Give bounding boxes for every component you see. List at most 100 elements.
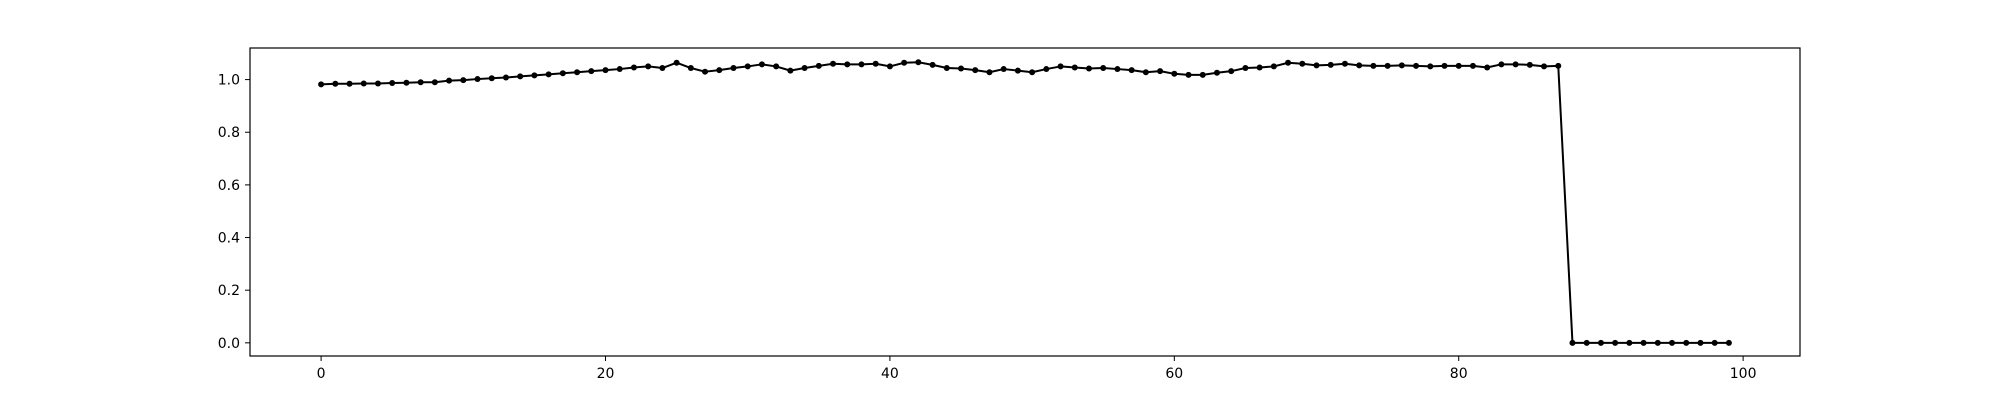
data-point	[1256, 64, 1263, 71]
data-point	[1569, 339, 1576, 346]
x-tick-label: 40	[881, 366, 899, 382]
data-point	[1640, 339, 1647, 346]
y-tick-label: 0.0	[218, 336, 240, 352]
data-point	[1313, 62, 1320, 69]
x-axis-ticks: 0 20 40 60 80 100	[317, 356, 1757, 382]
y-axis-ticks: 0.0 0.2 0.4 0.6 0.8 1.0	[218, 73, 250, 352]
data-point	[1597, 339, 1604, 346]
data-point	[1100, 65, 1107, 72]
data-point	[1270, 63, 1277, 70]
x-tick-label: 0	[317, 366, 326, 382]
data-point	[872, 60, 879, 67]
data-point	[1384, 62, 1391, 69]
data-point	[972, 67, 979, 74]
data-point	[1484, 64, 1491, 71]
data-point	[1128, 67, 1135, 74]
data-point	[1185, 71, 1192, 78]
data-point	[1242, 65, 1249, 72]
data-point	[1000, 66, 1007, 73]
data-point	[687, 65, 694, 72]
data-point	[1683, 339, 1690, 346]
data-point	[488, 75, 495, 82]
data-point	[929, 61, 936, 68]
data-point	[545, 71, 552, 78]
data-point	[1285, 59, 1292, 66]
data-point	[1157, 68, 1164, 75]
data-point	[1142, 69, 1149, 76]
data-point	[901, 59, 908, 66]
data-point	[1725, 339, 1732, 346]
data-point	[531, 72, 538, 79]
data-point	[815, 62, 822, 69]
x-tick-label: 100	[1730, 366, 1757, 382]
x-tick-label: 20	[597, 366, 615, 382]
data-point	[574, 69, 581, 76]
data-point	[318, 81, 325, 88]
data-point	[986, 69, 993, 76]
data-point	[431, 79, 438, 86]
data-point	[1071, 64, 1078, 71]
data-point	[1327, 61, 1334, 68]
data-point	[517, 73, 524, 80]
data-point	[1469, 62, 1476, 69]
data-point	[858, 61, 865, 68]
data-point	[1014, 67, 1021, 74]
data-point	[1413, 62, 1420, 69]
y-tick-label: 0.4	[218, 231, 240, 247]
data-point	[1213, 69, 1220, 76]
data-point	[1455, 62, 1462, 69]
data-point	[886, 63, 893, 70]
data-point	[943, 65, 950, 72]
data-point	[446, 77, 453, 84]
data-point	[1370, 62, 1377, 69]
data-point	[1398, 62, 1405, 69]
data-point	[588, 68, 595, 75]
data-point	[958, 65, 965, 72]
data-point	[801, 65, 808, 72]
x-tick-label: 60	[1165, 366, 1183, 382]
data-point	[1626, 339, 1633, 346]
data-point	[1441, 62, 1448, 69]
data-point	[1711, 339, 1718, 346]
data-point	[374, 80, 381, 87]
data-point	[616, 66, 623, 73]
data-point	[1526, 61, 1533, 68]
data-point	[1114, 66, 1121, 73]
data-point	[460, 77, 467, 84]
data-point	[346, 80, 353, 87]
data-point	[659, 65, 666, 72]
data-point	[474, 76, 481, 83]
data-point	[360, 80, 367, 87]
data-point	[744, 63, 751, 70]
data-point	[1555, 62, 1562, 69]
plot-area-frame	[249, 47, 1801, 357]
data-point	[1612, 339, 1619, 346]
data-point	[773, 63, 780, 70]
data-point	[1541, 63, 1548, 70]
data-point	[758, 61, 765, 68]
series-layer	[318, 59, 1732, 346]
data-point	[1669, 339, 1676, 346]
data-point	[1057, 63, 1064, 70]
data-point	[1512, 61, 1519, 68]
data-point	[830, 60, 837, 67]
data-point	[389, 80, 396, 87]
y-tick-label: 0.2	[218, 283, 240, 299]
data-point	[1029, 69, 1036, 76]
data-point	[559, 70, 566, 77]
data-point	[1654, 339, 1661, 346]
data-point	[1583, 339, 1590, 346]
x-tick-label: 80	[1450, 366, 1468, 382]
data-point	[730, 65, 737, 72]
data-point	[1299, 60, 1306, 67]
data-point	[645, 63, 652, 70]
data-point	[1085, 65, 1092, 72]
data-point	[1697, 339, 1704, 346]
data-point	[332, 80, 339, 87]
data-point	[1199, 71, 1206, 78]
data-point	[1228, 68, 1235, 75]
data-point	[702, 68, 709, 75]
data-point	[1043, 66, 1050, 73]
y-tick-label: 0.6	[218, 178, 240, 194]
